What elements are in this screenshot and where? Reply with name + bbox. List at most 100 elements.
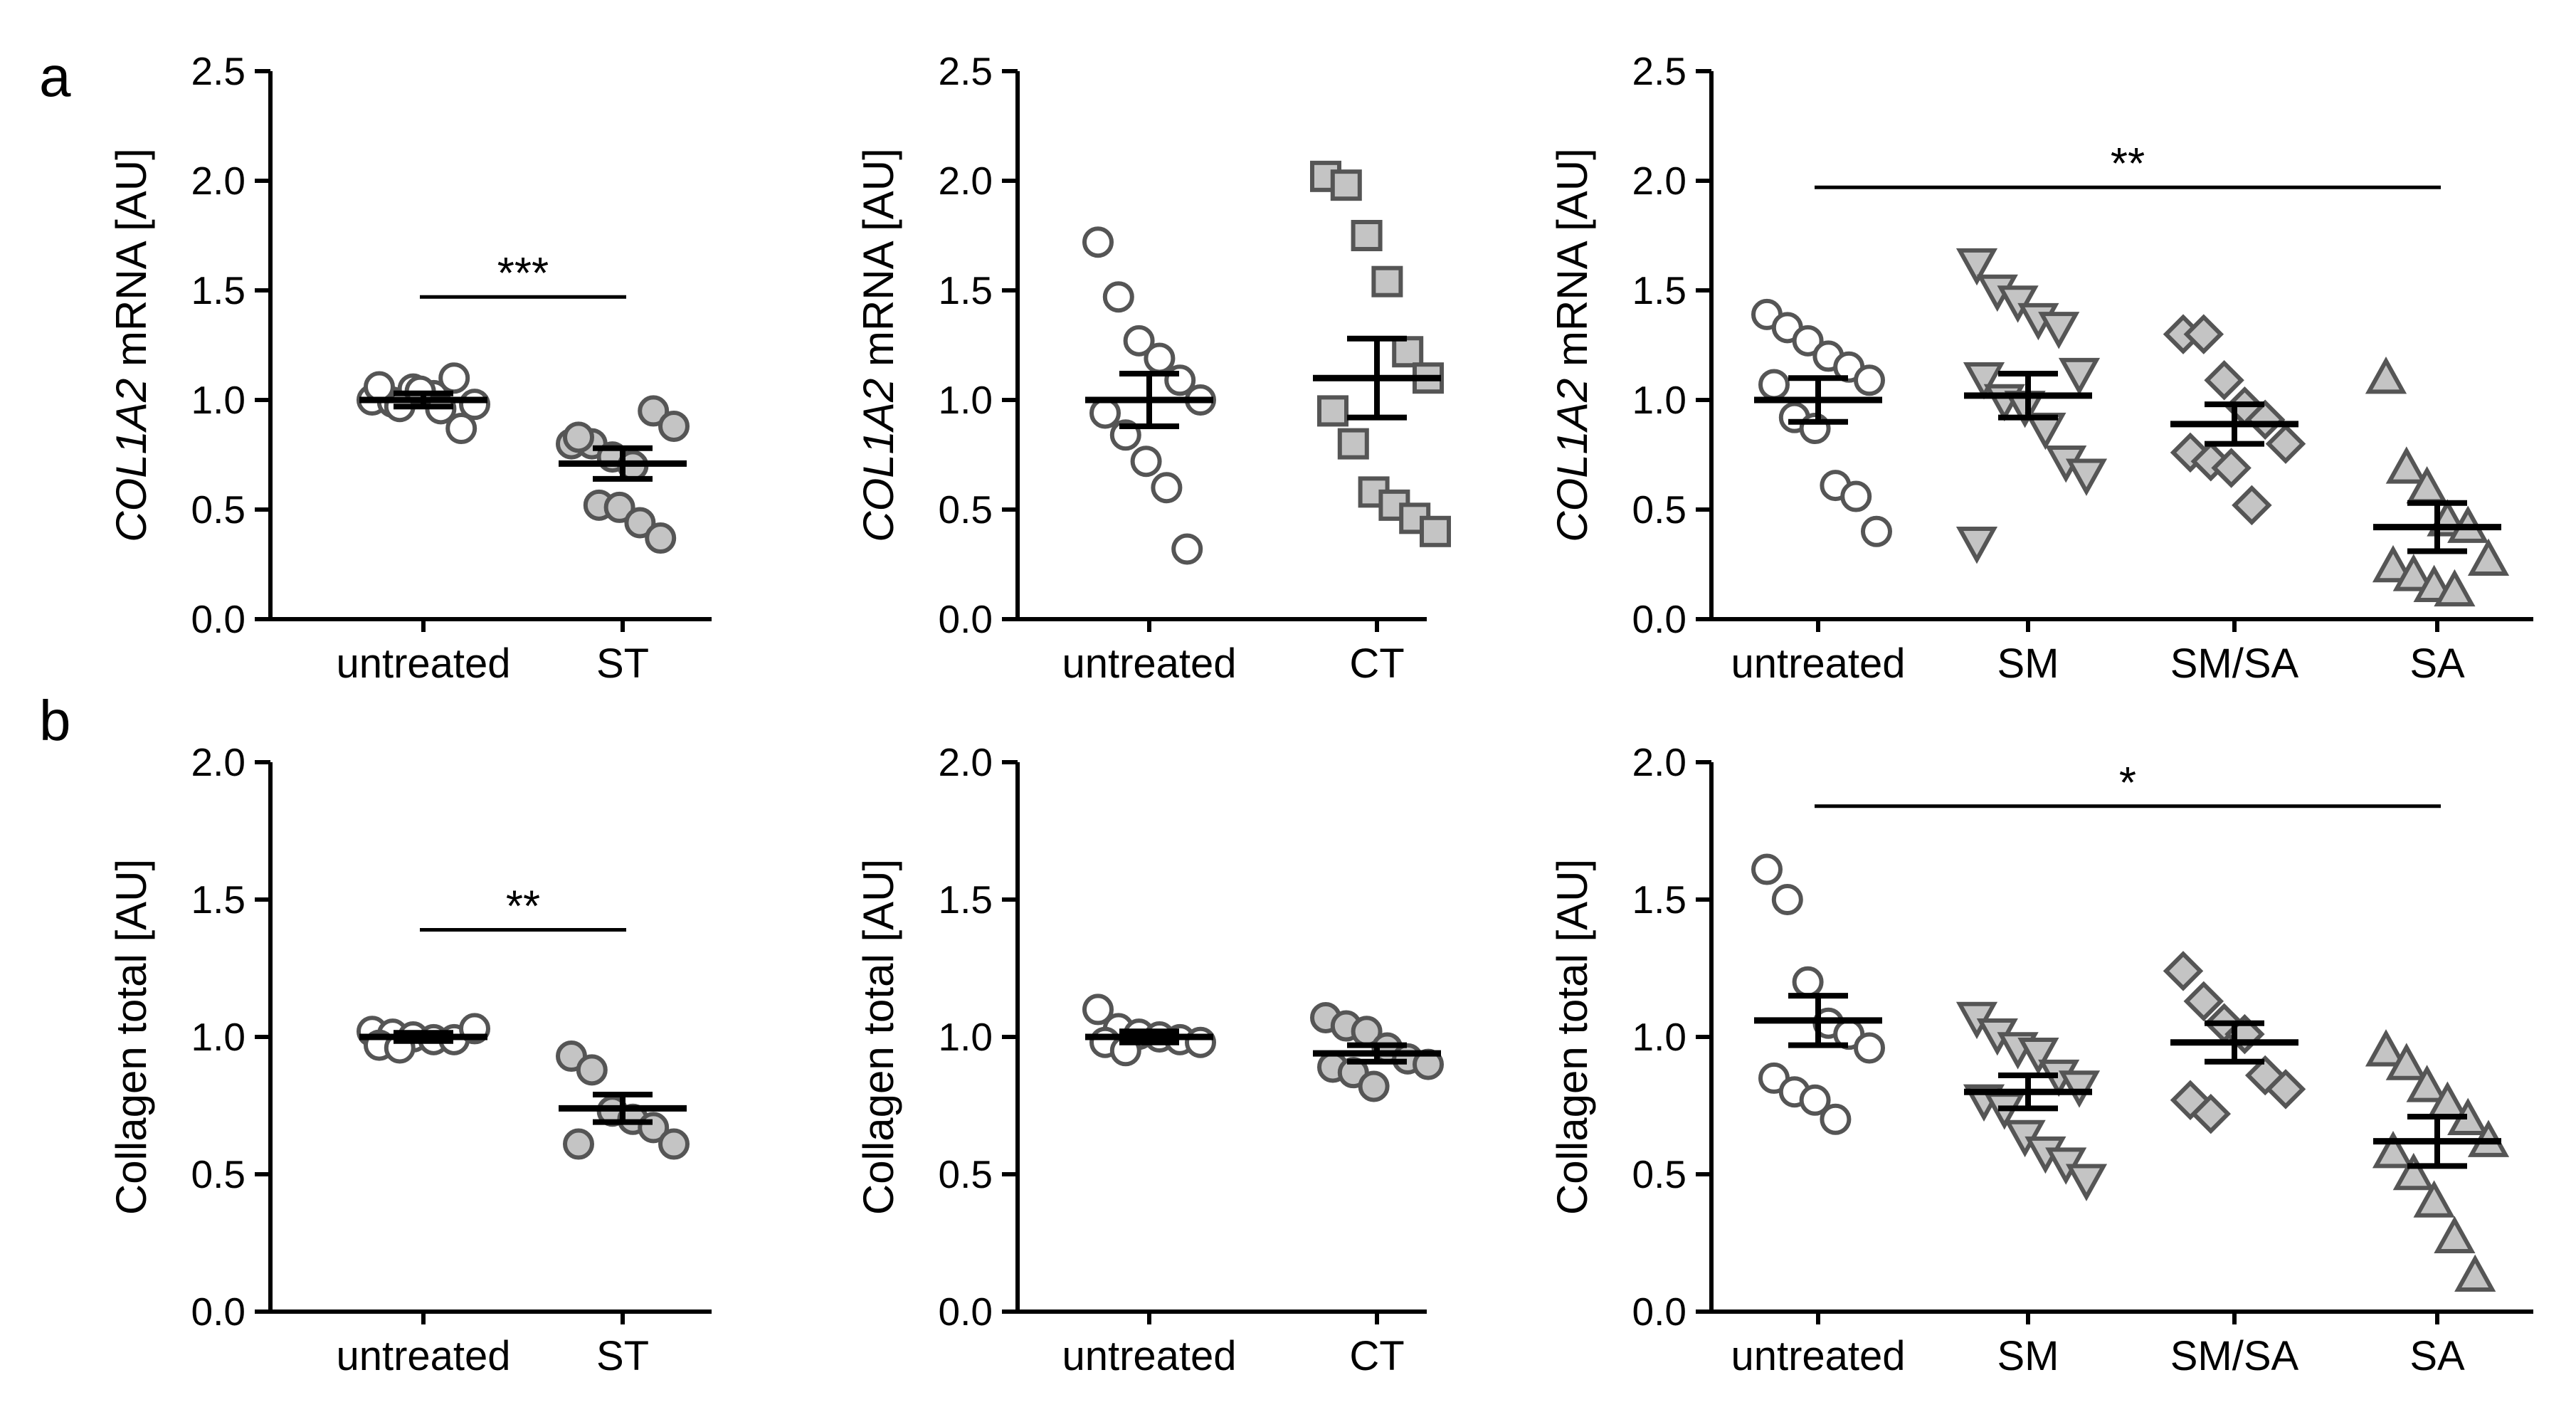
- data-point: [1123, 325, 1155, 357]
- y-tick-label: 0.5: [191, 488, 246, 532]
- data-point: [1089, 397, 1121, 429]
- data-point: [1337, 428, 1369, 460]
- data-point: [1130, 446, 1162, 478]
- data-point: [1997, 285, 2039, 323]
- x-tick-label: CT: [1349, 641, 1404, 687]
- series-untreated: [1082, 226, 1216, 565]
- y-tick-label: 0.0: [1632, 597, 1686, 641]
- significance-label: ***: [497, 249, 549, 298]
- y-tick-label: 1.5: [191, 268, 246, 312]
- y-tick-label: 0.5: [939, 1152, 993, 1196]
- data-point: [1185, 1026, 1216, 1058]
- series-sm-sa: [2163, 951, 2306, 1134]
- y-axis-title-text: mRNA [AU]: [855, 148, 902, 378]
- y-axis-title: Collagen total [AU]: [1548, 859, 1596, 1215]
- x-tick-label: untreated: [1731, 1333, 1905, 1379]
- data-point: [2183, 981, 2224, 1022]
- data-point: [2232, 485, 2272, 526]
- y-axis-title: Collagen total [AU]: [107, 859, 155, 1215]
- x-tick-label: untreated: [1062, 1333, 1236, 1379]
- y-axis-title-text: mRNA [AU]: [107, 148, 155, 378]
- y-axis-title-text: Collagen total [AU]: [1548, 859, 1596, 1215]
- series-untreated: [357, 1013, 490, 1064]
- data-point: [2163, 951, 2204, 991]
- y-tick-label: 1.5: [939, 878, 993, 922]
- y-tick-label: 0.0: [191, 1290, 246, 1334]
- data-point: [2406, 1065, 2448, 1102]
- chart-4: 0.0 0.5 1.0 1.5 2.0 Collagen total [AU] untrea…: [107, 740, 712, 1379]
- data-point: [2392, 1152, 2434, 1191]
- data-point: [2190, 1093, 2232, 1134]
- x-tick-label: CT: [1349, 1333, 1404, 1379]
- y-tick-label: 2.0: [939, 159, 993, 203]
- data-point: [445, 413, 477, 445]
- chart-1: 0.0 0.5 1.0 1.5 2.0 2.5 COL1A2 mRNA [AU] untrea…: [107, 49, 712, 687]
- data-point: [2065, 458, 2108, 496]
- data-point: [1792, 966, 1824, 998]
- y-tick-label: 2.0: [939, 740, 993, 784]
- data-point: [1963, 362, 2005, 400]
- significance-label: *: [2119, 759, 2136, 808]
- series-sm: [1955, 248, 2108, 564]
- y-tick-label: 0.5: [939, 488, 993, 532]
- series-sm: [1955, 1001, 2108, 1201]
- data-point: [1799, 413, 1831, 445]
- x-tick-label: untreated: [336, 641, 510, 687]
- x-tick-label: untreated: [1062, 641, 1236, 687]
- x-tick-label: ST: [596, 1333, 649, 1379]
- y-tick-label: 1.0: [1632, 1015, 1686, 1059]
- series-st: [556, 395, 690, 554]
- data-point: [603, 491, 635, 523]
- data-point: [1151, 472, 1183, 504]
- significance-label: **: [506, 882, 540, 931]
- series-ct: [1310, 160, 1451, 547]
- y-axis-title-text: mRNA [AU]: [1548, 148, 1596, 378]
- data-point: [1799, 1084, 1831, 1116]
- y-tick-label: 1.0: [191, 1015, 246, 1059]
- data-point: [1371, 265, 1403, 297]
- data-point: [1358, 1070, 1390, 1102]
- data-point: [1758, 369, 1790, 401]
- y-tick-label: 1.0: [939, 1015, 993, 1059]
- y-axis-title: COL1A2 mRNA [AU]: [855, 148, 902, 542]
- data-point: [1771, 884, 1803, 915]
- series-ct: [1310, 1001, 1444, 1102]
- data-point: [2454, 1254, 2496, 1292]
- y-tick-label: 2.0: [191, 740, 246, 784]
- y-tick-label: 0.5: [191, 1152, 246, 1196]
- data-point: [2372, 1130, 2414, 1169]
- x-tick-label: SM/SA: [2170, 1333, 2299, 1379]
- y-axis-title: COL1A2 mRNA [AU]: [107, 148, 155, 542]
- y-tick-label: 0.5: [1632, 488, 1686, 532]
- x-tick-label: SA: [2409, 1333, 2465, 1379]
- data-point: [1082, 994, 1114, 1026]
- data-point: [2017, 1037, 2059, 1075]
- y-tick-label: 2.0: [1632, 159, 1686, 203]
- data-point: [1955, 248, 1998, 286]
- data-point: [1792, 325, 1824, 357]
- data-point: [2434, 1216, 2476, 1253]
- data-point: [2365, 1029, 2407, 1067]
- y-axis-title: Collagen total [AU]: [855, 859, 902, 1215]
- data-point: [2058, 1070, 2101, 1108]
- data-point: [1351, 220, 1383, 251]
- y-tick-label: 2.5: [191, 49, 246, 93]
- data-point: [563, 1128, 594, 1160]
- data-point: [2392, 554, 2434, 591]
- y-tick-label: 0.0: [191, 597, 246, 641]
- y-axis-title-gene: COL1A2: [1548, 379, 1596, 542]
- data-point: [1854, 364, 1885, 396]
- data-point: [1751, 853, 1783, 885]
- y-axis-title: COL1A2 mRNA [AU]: [1548, 148, 1596, 542]
- x-tick-label: untreated: [336, 1333, 510, 1379]
- data-point: [658, 410, 690, 442]
- chart-2: 0.0 0.5 1.0 1.5 2.0 2.5 COL1A2 mRNA [AU] untrea…: [855, 49, 1451, 687]
- y-axis-title-gene: COL1A2: [107, 379, 155, 542]
- data-point: [2385, 446, 2427, 484]
- data-point: [2385, 1043, 2427, 1080]
- data-point: [2183, 314, 2224, 354]
- data-point: [2467, 538, 2510, 576]
- x-tick-label: SM: [1997, 641, 2059, 687]
- x-tick-label: untreated: [1731, 641, 1905, 687]
